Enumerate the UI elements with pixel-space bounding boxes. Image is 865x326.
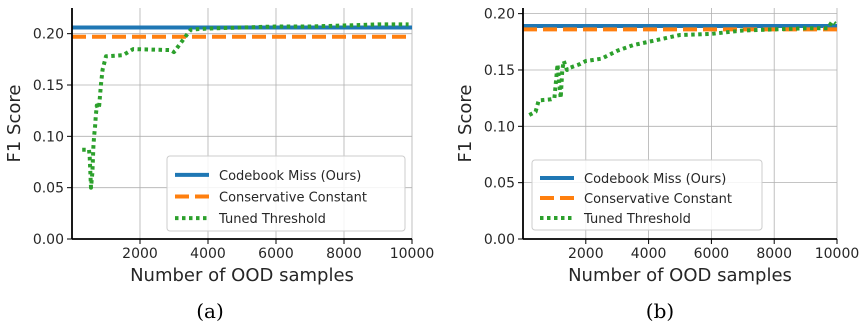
y-tick-label: 0.05 [33, 181, 64, 197]
y-tick-label: 0.20 [484, 7, 515, 23]
y-tick-label: 0.05 [484, 176, 515, 192]
legend-label-1: Conservative Constant [219, 191, 367, 206]
y-axis-title: F1 Score [4, 85, 25, 163]
series-line-2 [82, 22, 409, 190]
x-tick-label: 10000 [815, 246, 860, 262]
legend-label-0: Codebook Miss (Ours) [584, 172, 726, 187]
panel-caption: (b) [646, 299, 674, 323]
x-tick-label: 6000 [258, 246, 294, 262]
legend-label-2: Tuned Threshold [218, 212, 326, 227]
panel-b: 0.00 0.05 0.10 0.15 0.20 2000 4000 6000 8000 1000… [455, 7, 859, 323]
y-tick-label: 0.00 [484, 232, 515, 248]
legend-label-2: Tuned Threshold [583, 212, 691, 227]
series-line-2 [528, 19, 837, 117]
legend-box [166, 155, 406, 232]
y-tick-label: 0.15 [33, 78, 64, 94]
x-tick-label: 6000 [694, 246, 730, 262]
legend-label-1: Conservative Constant [584, 192, 732, 207]
legend: Codebook Miss (Ours) Conservative Constan… [166, 155, 406, 232]
legend: Codebook Miss (Ours) Conservative Constan… [531, 159, 763, 231]
x-tick-label: 4000 [631, 246, 667, 262]
x-tick-label: 4000 [190, 246, 226, 262]
panel-a: 0.00 0.05 0.10 0.15 0.20 2000 4000 6000 8000 1000… [4, 8, 434, 323]
y-tick-label: 0.10 [33, 129, 64, 145]
legend-box [531, 159, 763, 231]
y-axis-title: F1 Score [455, 85, 476, 163]
x-tick-label: 2000 [122, 246, 158, 262]
panel-caption: (a) [196, 299, 224, 323]
x-tick-label: 8000 [756, 246, 792, 262]
y-tick-label: 0.20 [33, 27, 64, 43]
y-tick-label: 0.10 [484, 119, 515, 135]
x-tick-label: 8000 [326, 246, 362, 262]
x-axis-title: Number of OOD samples [568, 265, 792, 286]
legend-label-0: Codebook Miss (Ours) [219, 169, 361, 184]
x-tick-label: 10000 [390, 246, 435, 262]
y-tick-label: 0.00 [33, 232, 64, 248]
x-tick-label: 2000 [568, 246, 604, 262]
y-tick-label: 0.15 [484, 63, 515, 79]
x-axis-title: Number of OOD samples [130, 265, 354, 286]
